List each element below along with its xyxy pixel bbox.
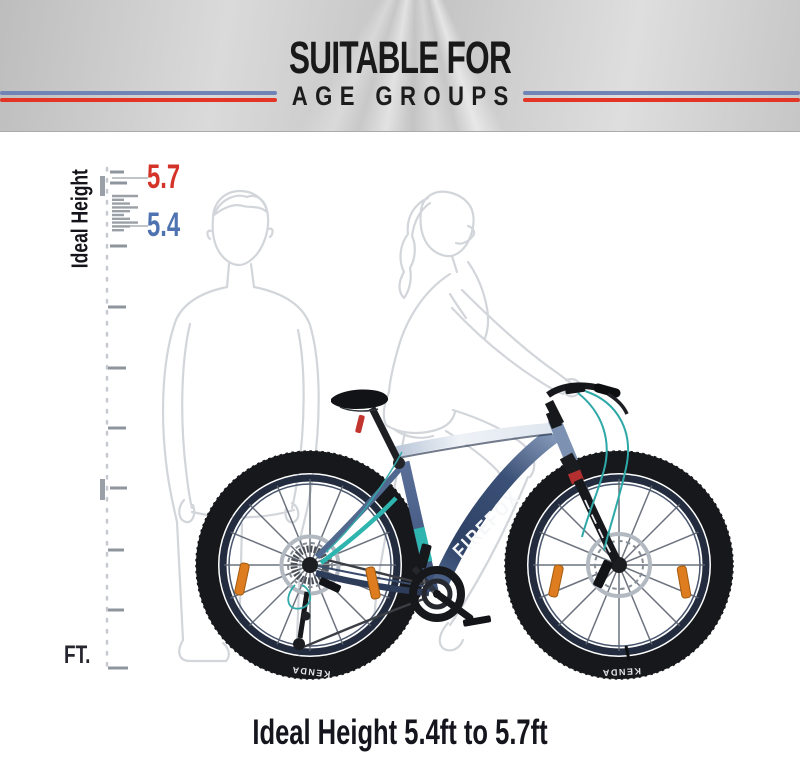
handlebar-assembly — [287, 382, 630, 610]
rear-brake-cable — [325, 451, 403, 553]
valve-stem — [624, 645, 631, 661]
top-tube — [393, 422, 557, 458]
ideal-height-caption: Ideal Height 5.4ft to 5.7ft — [252, 713, 548, 752]
front-tire — [505, 451, 733, 679]
rear-tire-brand: KENDA — [290, 665, 330, 680]
rear-reflector-red — [355, 414, 365, 434]
front-tire-brand: KENDA — [601, 666, 641, 678]
ruler-range-bar-mid — [100, 479, 105, 500]
reflector-orange — [365, 566, 381, 600]
top-tube-decal — [397, 433, 553, 459]
front-rim — [528, 474, 710, 656]
fork-graphic — [584, 499, 613, 557]
header-line-left — [0, 91, 277, 103]
crankset — [409, 566, 492, 627]
front-wheel — [504, 450, 734, 680]
front-disc-rotor — [586, 532, 652, 598]
saddle-assembly — [331, 389, 405, 469]
wheel-reflectors — [234, 562, 692, 600]
reflector-orange — [676, 565, 692, 599]
header-banner: SUITABLE FOR AGE GROUPS — [0, 0, 800, 132]
reflector-orange — [548, 564, 564, 598]
fork-leg — [573, 477, 621, 563]
feet-unit-label: FT. — [64, 641, 91, 669]
chainring-inner — [421, 578, 453, 610]
shifter-cable — [577, 392, 608, 538]
brake-lever — [607, 392, 629, 415]
rear-tire — [196, 451, 424, 679]
saddle-rail — [339, 406, 379, 412]
blue-stripe — [0, 91, 277, 95]
header-line-right — [523, 91, 800, 103]
grip — [593, 383, 621, 398]
crank-arm-far — [411, 566, 440, 596]
seat-post — [368, 406, 403, 464]
fork — [318, 452, 621, 593]
cable-loop — [287, 584, 312, 610]
upper-height-value: 5.7 — [147, 158, 181, 196]
header-title: SUITABLE FOR — [288, 32, 512, 83]
derailleur-pulley — [301, 611, 311, 621]
red-stripe — [523, 98, 800, 102]
chainring-outer — [409, 566, 465, 622]
front-rotor-holes — [594, 540, 644, 590]
crank-arm — [433, 590, 474, 622]
rear-cassette — [290, 545, 330, 585]
pedal — [462, 615, 492, 627]
seat-stay-teal — [319, 496, 398, 565]
seat-stay — [314, 464, 405, 560]
rear-hub — [302, 557, 318, 573]
rear-wheel — [195, 450, 425, 680]
saddle — [331, 389, 389, 409]
blue-stripe — [523, 91, 800, 95]
bicycle: FIREFOX — [195, 382, 734, 680]
derailleur-pulley — [293, 638, 305, 650]
rear-brake-caliper — [318, 577, 342, 593]
brake-cable — [584, 390, 630, 551]
stem — [544, 399, 565, 427]
red-stripe — [0, 98, 277, 102]
front-brake-caliper — [593, 559, 613, 589]
header-subtitle: AGE GROUPS — [291, 81, 516, 111]
rear-rim — [219, 474, 401, 656]
front-derailleur — [416, 543, 432, 569]
front-spokes — [533, 479, 705, 651]
down-tube — [432, 424, 564, 588]
shifter — [564, 382, 586, 395]
ideal-height-axis-label: Ideal Height — [66, 169, 93, 269]
reflector-orange — [234, 562, 250, 596]
seat-clamp — [393, 457, 405, 469]
rear-rotor-holes — [287, 542, 333, 588]
lower-height-value: 5.4 — [147, 206, 181, 244]
front-hub — [611, 557, 627, 573]
height-ruler — [100, 166, 148, 672]
ruler-range-bar-top — [100, 176, 105, 196]
